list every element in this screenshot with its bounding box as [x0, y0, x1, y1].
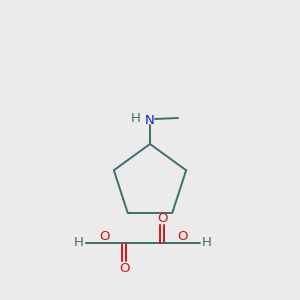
- Text: O: O: [119, 262, 129, 275]
- Text: H: H: [202, 236, 212, 248]
- Text: O: O: [157, 212, 167, 224]
- Text: H: H: [74, 236, 84, 248]
- Text: N: N: [145, 113, 155, 127]
- Text: H: H: [131, 112, 141, 124]
- Text: O: O: [99, 230, 109, 242]
- Text: O: O: [177, 230, 187, 242]
